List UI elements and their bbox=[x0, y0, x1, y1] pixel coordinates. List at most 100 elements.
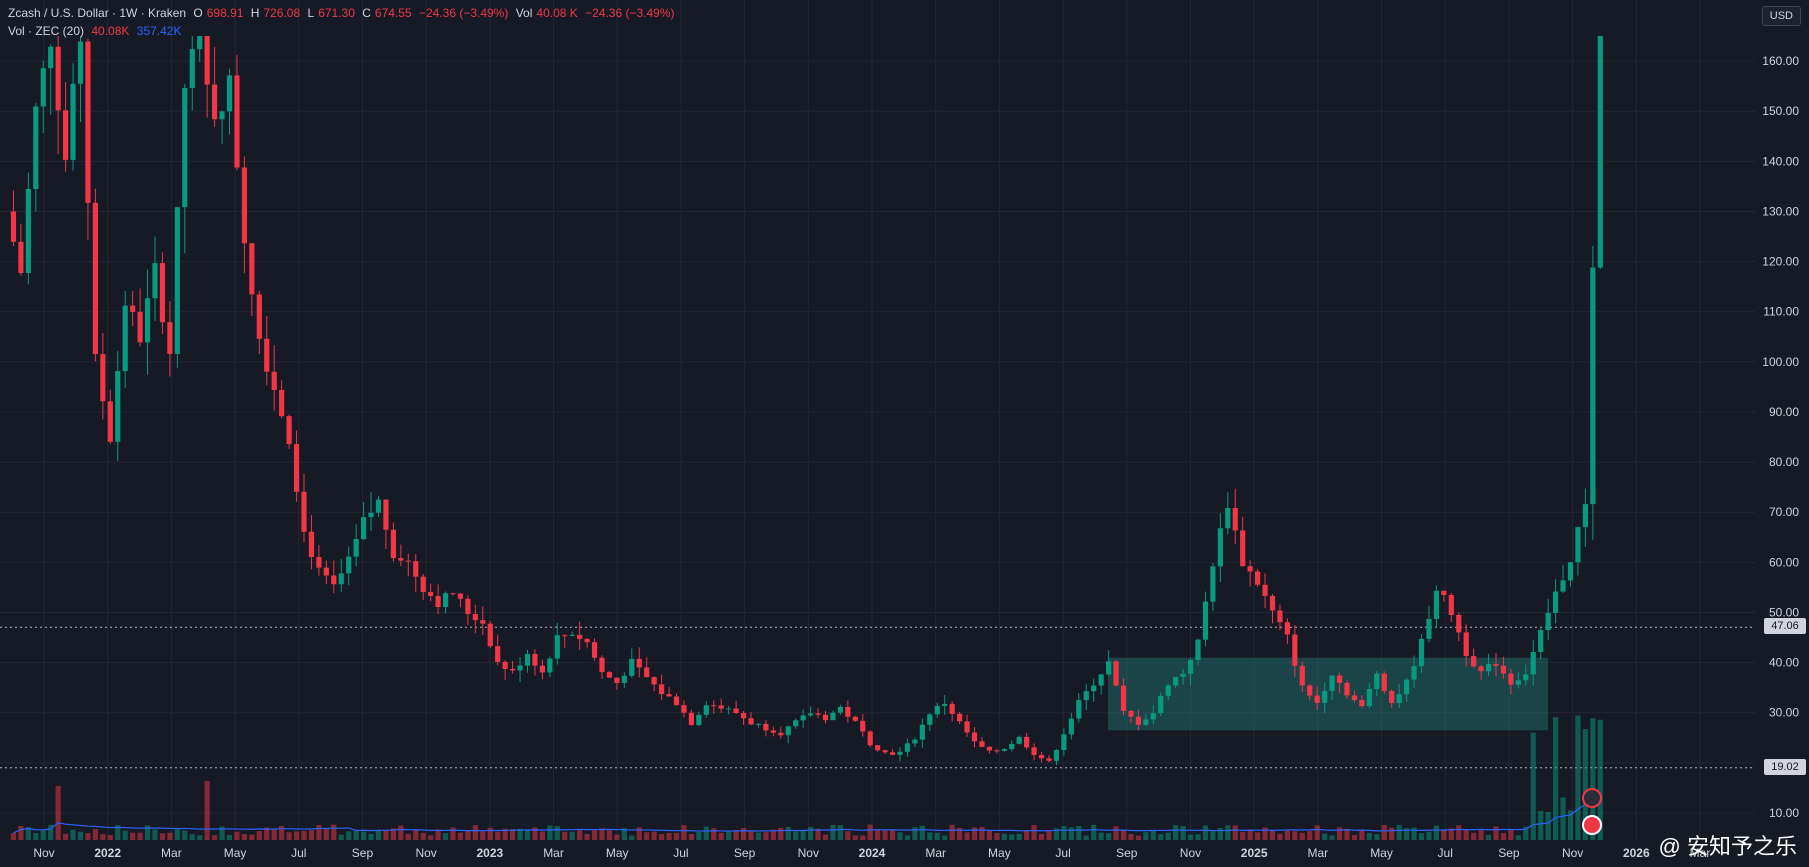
y-tick-label: 120.00 bbox=[1762, 255, 1799, 269]
candle-body bbox=[1135, 716, 1141, 725]
y-tick-label: 50.00 bbox=[1769, 605, 1799, 619]
volume-bar bbox=[681, 825, 687, 840]
volume-bar bbox=[115, 825, 121, 840]
candle-body bbox=[1426, 618, 1432, 639]
candle-body bbox=[577, 634, 583, 639]
candle-body bbox=[927, 714, 933, 725]
y-tick-label: 70.00 bbox=[1769, 505, 1799, 519]
candle-body bbox=[1329, 675, 1335, 691]
volume-bar bbox=[1269, 830, 1276, 840]
candle-body bbox=[1396, 694, 1402, 704]
candle-body bbox=[167, 322, 173, 354]
volume-bar bbox=[1128, 833, 1134, 840]
candle-body bbox=[1150, 713, 1156, 720]
legend-close: 674.55 bbox=[374, 6, 412, 20]
volume-bar bbox=[241, 834, 247, 840]
candle-body bbox=[904, 743, 911, 752]
volume-bar bbox=[882, 830, 888, 840]
candle-body bbox=[420, 576, 426, 592]
candle-body bbox=[487, 623, 493, 647]
candle-body bbox=[10, 211, 17, 242]
volume-bar bbox=[1046, 830, 1052, 840]
candle-body bbox=[718, 705, 724, 709]
volume-bar bbox=[584, 833, 590, 840]
volume-bar bbox=[70, 829, 76, 840]
volume-bar bbox=[711, 828, 717, 840]
candle-body bbox=[189, 49, 195, 88]
volume-bar bbox=[547, 825, 553, 840]
volume-bar bbox=[1374, 834, 1380, 840]
volume-bar bbox=[1120, 829, 1127, 840]
volume-bar bbox=[144, 825, 151, 840]
volume-bar bbox=[212, 835, 218, 840]
volume-bar bbox=[1180, 825, 1186, 840]
volume-bar bbox=[1284, 829, 1290, 840]
volume-bar bbox=[271, 828, 277, 840]
volume-bar bbox=[167, 832, 173, 840]
candle-body bbox=[830, 712, 836, 721]
candle-body bbox=[1240, 530, 1246, 567]
volume-bar bbox=[1299, 832, 1305, 840]
candle-body bbox=[323, 567, 329, 576]
event-icon-lightning[interactable] bbox=[1582, 788, 1602, 808]
volume-bar bbox=[487, 827, 493, 840]
volume-bar bbox=[1575, 715, 1581, 840]
volume-bar bbox=[264, 827, 270, 840]
volume-bar bbox=[301, 830, 307, 840]
volume-bar bbox=[1523, 826, 1529, 840]
volume-bar bbox=[1590, 718, 1596, 840]
x-tick-label: Jul bbox=[1438, 846, 1453, 860]
candle-body bbox=[1553, 591, 1559, 613]
volume-bar bbox=[361, 831, 367, 840]
volume-bar bbox=[1187, 834, 1194, 840]
volume-bar bbox=[614, 834, 620, 840]
candle-body bbox=[1158, 695, 1164, 714]
volume-bar bbox=[316, 824, 322, 840]
volume-bar bbox=[152, 829, 158, 840]
candle-body bbox=[562, 635, 568, 637]
volume-bar bbox=[1038, 833, 1045, 840]
event-icon-flag[interactable] bbox=[1582, 815, 1602, 835]
candle-body bbox=[338, 573, 344, 585]
volume-bar bbox=[390, 828, 396, 840]
candle-body bbox=[644, 667, 650, 678]
currency-button[interactable]: USD bbox=[1761, 6, 1801, 26]
candle-body bbox=[18, 241, 24, 273]
candle-body bbox=[1284, 622, 1290, 635]
legend-vol-change: −24.36 (−3.49%) bbox=[585, 6, 675, 20]
candle-body bbox=[1247, 566, 1253, 572]
volume-bar bbox=[1053, 828, 1060, 840]
candle-body bbox=[1404, 679, 1410, 695]
candle-body bbox=[346, 556, 352, 574]
candle-body bbox=[159, 263, 166, 323]
candle-body bbox=[1597, 36, 1603, 268]
candle-body bbox=[1217, 528, 1223, 567]
volume-bar bbox=[182, 830, 188, 840]
volume-bar bbox=[606, 830, 613, 840]
volume-bar bbox=[1381, 825, 1387, 840]
volume-bar bbox=[383, 829, 389, 840]
candle-body bbox=[659, 684, 665, 695]
legend-c-label: C bbox=[362, 6, 371, 20]
candle-body bbox=[428, 591, 434, 596]
x-tick-label: May bbox=[606, 846, 629, 860]
candle-body bbox=[1098, 674, 1104, 686]
candle-body bbox=[383, 499, 389, 530]
volume-bar bbox=[1418, 833, 1425, 840]
volume-bar bbox=[107, 835, 113, 840]
candle-body bbox=[25, 188, 31, 273]
volume-bar bbox=[1478, 830, 1484, 840]
candle-body bbox=[1202, 601, 1209, 640]
volume-bar bbox=[502, 828, 508, 840]
candle-body bbox=[1277, 610, 1283, 623]
volume-bar bbox=[554, 826, 560, 840]
candle-body bbox=[1366, 688, 1372, 707]
candle-body bbox=[368, 512, 374, 518]
candle-body bbox=[1441, 590, 1447, 596]
candle-body bbox=[591, 642, 598, 658]
candle-body bbox=[1225, 507, 1231, 529]
candle-body bbox=[1500, 665, 1507, 674]
x-tick-label: Jul bbox=[1055, 846, 1070, 860]
